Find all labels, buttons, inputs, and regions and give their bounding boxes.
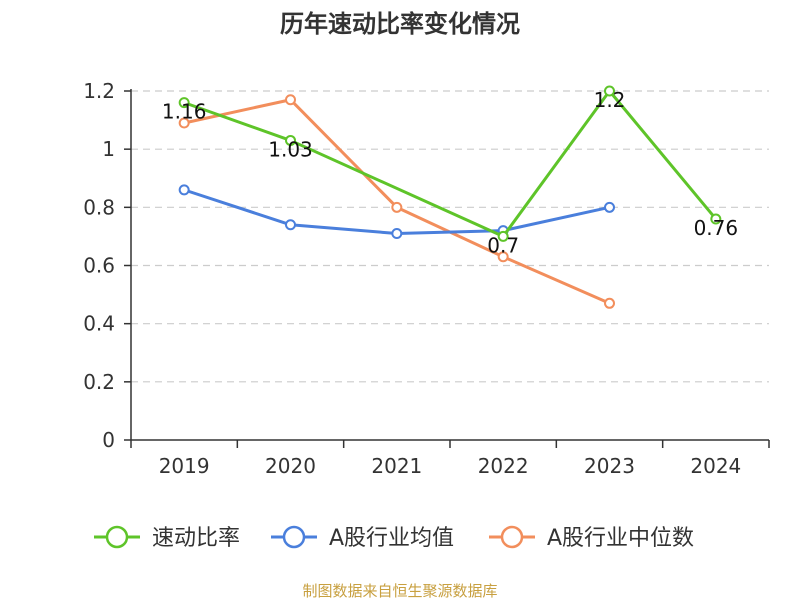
series-2-point-2022 (497, 251, 509, 263)
series-group (178, 85, 722, 309)
y-tick-label-0: 0 (102, 428, 115, 452)
y-tick-label-1: 1 (102, 137, 115, 161)
series-0-point-2022 (497, 230, 509, 242)
y-tick-label-0.6: 0.6 (83, 254, 115, 278)
series-2-point-2023 (604, 297, 615, 309)
legend-marker-2 (500, 525, 524, 549)
axes: 0 0.2 0.4 0.6 0.8 1 1.2 2019 2020 2021 2022 2023 202… (83, 79, 770, 478)
legend-label-2: A股行业中位数 (547, 526, 694, 551)
footer-source: 制图数据来自恒生聚源数据库 (302, 582, 497, 600)
series-1-point-2020 (285, 219, 296, 231)
x-tick-label-2024: 2024 (690, 454, 741, 478)
data-label-2023: 1.2 (594, 88, 626, 112)
chart-title: 历年速动比率变化情况 (280, 10, 520, 38)
y-tick-label-0.8: 0.8 (83, 195, 115, 219)
series-0-point-2019 (178, 97, 190, 109)
x-tick-label-2021: 2021 (371, 454, 422, 478)
series-1-point-2023 (604, 201, 615, 213)
data-labels: 1.16 1.03 0.7 1.2 0.76 (162, 88, 738, 257)
y-tick-label-0.4: 0.4 (83, 312, 115, 336)
series-0-point-2020 (285, 134, 296, 146)
series-0-point-2023 (604, 85, 615, 97)
data-label-2020: 1.03 (268, 137, 313, 161)
legend-label-0: 速动比率 (152, 526, 240, 551)
series-1-point-2019 (178, 184, 190, 196)
x-tick-label-2022: 2022 (478, 454, 529, 478)
data-label-2022: 0.7 (487, 233, 519, 257)
legend: 速动比率 A股行业均值 A股行业中位数 (94, 525, 694, 551)
series-2-point-2019 (178, 117, 190, 129)
legend-marker-0 (105, 525, 129, 549)
data-label-2019: 1.16 (162, 100, 207, 124)
series-1-point-2021 (391, 228, 403, 240)
series-line-2 (183, 98, 611, 305)
legend-label-1: A股行业均值 (329, 526, 454, 551)
x-tick-label-2019: 2019 (159, 454, 210, 478)
series-0-point-2024 (710, 213, 722, 225)
series-2-point-2021 (391, 201, 403, 213)
x-tick-label-2020: 2020 (265, 454, 316, 478)
data-label-2024: 0.76 (694, 216, 739, 240)
y-tick-label-1.2: 1.2 (83, 79, 115, 103)
x-tick-label-2023: 2023 (584, 454, 635, 478)
series-2-point-2020 (285, 94, 296, 106)
grid-lines (131, 90, 769, 383)
y-tick-label-0.2: 0.2 (83, 370, 115, 394)
legend-marker-1 (282, 525, 306, 549)
